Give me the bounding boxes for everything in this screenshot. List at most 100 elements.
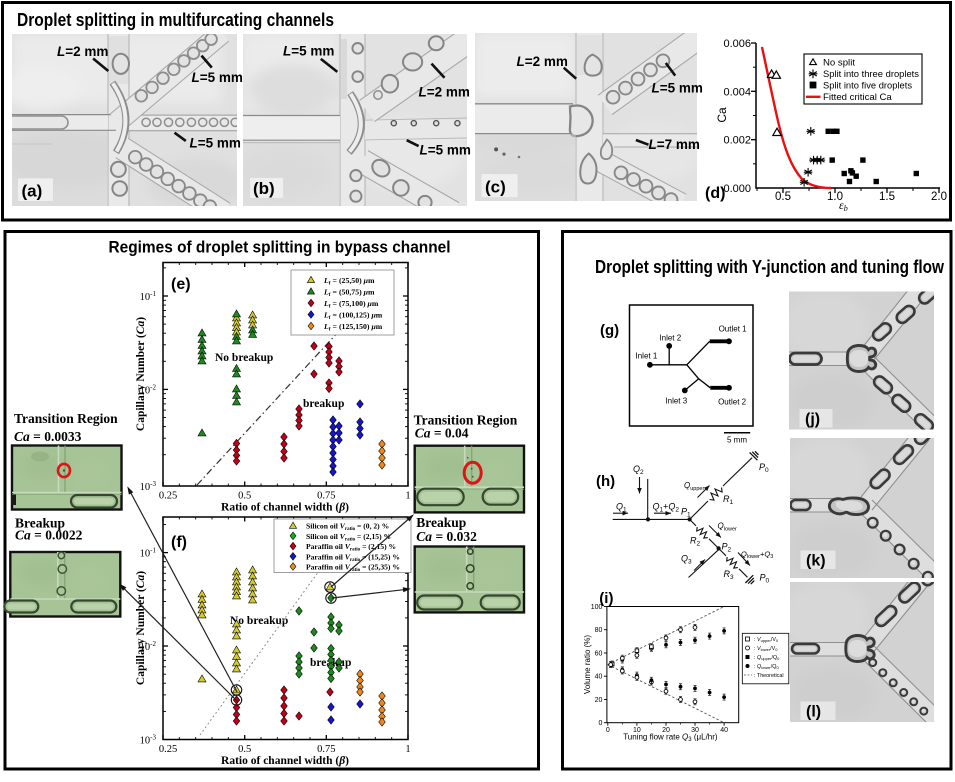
svg-text:Paraffin oil Vratio = (2,15) %: Paraffin oil Vratio = (2,15) %	[306, 542, 396, 553]
svg-text:Capillary Number (Ca): Capillary Number (Ca)	[135, 317, 147, 431]
svg-text:Lf = (50,75) μm: Lf = (50,75) μm	[323, 288, 375, 299]
svg-text:1.0: 1.0	[827, 191, 843, 203]
svg-text:Lf = (75,100) μm: Lf = (75,100) μm	[323, 299, 379, 310]
svg-text:Split into five droplets: Split into five droplets	[823, 81, 912, 92]
svg-text:10: 10	[633, 727, 641, 734]
svg-text:P0: P0	[759, 462, 769, 474]
svg-text:No split: No split	[823, 58, 855, 69]
svg-text:0.5: 0.5	[238, 491, 251, 502]
svg-text:R3: R3	[724, 569, 735, 581]
svg-text:1.5: 1.5	[879, 191, 895, 203]
svg-text:Ca = 0.0033: Ca = 0.0033	[14, 429, 82, 444]
svg-text:Qlower: Qlower	[718, 522, 738, 533]
svg-text:L=5 mm: L=5 mm	[652, 81, 703, 96]
svg-text:Silicon oil Vratio = (0, 2) %: Silicon oil Vratio = (0, 2) %	[306, 522, 389, 533]
svg-text:(a): (a)	[22, 182, 43, 201]
svg-text:Tuning flow rate Q3 (μL/hr): Tuning flow rate Q3 (μL/hr)	[623, 733, 718, 744]
svg-text:L=5 mm: L=5 mm	[192, 70, 243, 85]
svg-text:Qlower+Q3: Qlower+Q3	[741, 550, 773, 561]
svg-text:Droplet splitting with Y-junct: Droplet splitting with Y-junction and tu…	[595, 257, 945, 277]
svg-text:1: 1	[405, 744, 410, 755]
svg-text:: Vlower/V0: : Vlower/V0	[753, 646, 779, 652]
svg-text:(l): (l)	[806, 704, 821, 721]
svg-text:0: 0	[598, 720, 602, 727]
svg-text:Ca = 0.04: Ca = 0.04	[415, 426, 469, 441]
svg-text:(g): (g)	[600, 322, 619, 339]
svg-text:No breakup: No breakup	[215, 352, 273, 364]
svg-text:P1: P1	[681, 507, 691, 519]
svg-text:Fitted critical Ca: Fitted critical Ca	[823, 92, 892, 103]
svg-text:80: 80	[595, 627, 603, 634]
svg-text:Inlet 3: Inlet 3	[665, 397, 687, 406]
svg-text:Qupper: Qupper	[684, 481, 704, 492]
svg-text:Paraffin oil Vratio = (15,25): Paraffin oil Vratio = (15,25) %	[306, 552, 400, 563]
svg-text:(c): (c)	[485, 178, 506, 197]
svg-text:: Theoretical: : Theoretical	[753, 673, 784, 679]
svg-text:0.002: 0.002	[723, 135, 751, 147]
svg-text:Ca = 0.0022: Ca = 0.0022	[15, 528, 83, 543]
svg-text:(d): (d)	[705, 185, 725, 202]
svg-text:No breakup: No breakup	[230, 615, 288, 627]
svg-text:0.25: 0.25	[159, 491, 177, 502]
svg-text:0: 0	[606, 727, 610, 734]
svg-text:Lf = (100,125) μm: Lf = (100,125) μm	[323, 311, 383, 322]
svg-text:: Qupper/Q0: : Qupper/Q0	[753, 655, 781, 661]
svg-text:0.000: 0.000	[723, 183, 751, 195]
svg-text:Silicon oil Vratio = (2,15) %: Silicon oil Vratio = (2,15) %	[306, 532, 391, 543]
svg-text:Q1+Q2: Q1+Q2	[653, 502, 680, 514]
svg-text:1: 1	[405, 491, 410, 502]
svg-text:Outlet 1: Outlet 1	[719, 325, 748, 334]
svg-text:P0: P0	[760, 573, 770, 585]
svg-text:(i): (i)	[599, 590, 613, 607]
svg-text:60: 60	[595, 651, 603, 658]
svg-text:: Vupper/V0: : Vupper/V0	[753, 637, 779, 643]
svg-text:Transition Region: Transition Region	[14, 411, 118, 426]
svg-text:L=2 mm: L=2 mm	[517, 54, 568, 69]
svg-text:100: 100	[591, 604, 603, 611]
svg-text:Lf = (125,150) μm: Lf = (125,150) μm	[323, 322, 383, 333]
svg-text:εb: εb	[839, 198, 848, 213]
svg-text:Ca = 0.032: Ca = 0.032	[416, 529, 477, 544]
svg-text:Q1: Q1	[616, 502, 627, 514]
svg-text:L=5 mm: L=5 mm	[420, 143, 471, 158]
svg-text:L=5 mm: L=5 mm	[190, 136, 241, 151]
svg-text:(b): (b)	[253, 179, 275, 198]
svg-text:Inlet 1: Inlet 1	[636, 352, 658, 361]
svg-text:5 mm: 5 mm	[727, 436, 747, 445]
svg-text:20: 20	[595, 697, 603, 704]
svg-text:20: 20	[662, 727, 670, 734]
svg-text:Ca: Ca	[715, 107, 729, 123]
svg-text:40: 40	[595, 674, 603, 681]
svg-text:Inlet 2: Inlet 2	[659, 334, 681, 343]
svg-text:R1: R1	[723, 494, 734, 506]
svg-text:Ratio of channel width (β): Ratio of channel width (β)	[221, 502, 349, 514]
svg-text:R2: R2	[690, 536, 701, 548]
svg-text:(k): (k)	[806, 553, 826, 570]
svg-text:Ratio of channel width (β): Ratio of channel width (β)	[221, 755, 349, 767]
svg-text:0.75: 0.75	[317, 491, 335, 502]
svg-text:(e): (e)	[171, 276, 191, 293]
svg-text:Droplet splitting in multifurc: Droplet splitting in multifurcating chan…	[17, 10, 334, 30]
svg-text:40: 40	[720, 727, 728, 734]
svg-text:Breakup: Breakup	[15, 516, 65, 531]
svg-text:Lf = (25,50) μm: Lf = (25,50) μm	[323, 276, 375, 287]
svg-text:Q2: Q2	[633, 464, 644, 476]
svg-text:0.5: 0.5	[238, 744, 251, 755]
svg-text:Breakup: Breakup	[416, 515, 466, 530]
svg-text:Volume ratio (%): Volume ratio (%)	[583, 635, 592, 694]
svg-text:L=7 mm: L=7 mm	[649, 137, 700, 152]
svg-text:Q3: Q3	[681, 554, 692, 566]
svg-text:0.006: 0.006	[723, 38, 751, 50]
svg-text:(f): (f)	[171, 534, 187, 551]
svg-text:Regimes of droplet splitting i: Regimes of droplet splitting in bypass c…	[109, 238, 451, 257]
svg-text:: Qlower/Q0: : Qlower/Q0	[753, 664, 780, 670]
svg-text:L=2 mm: L=2 mm	[419, 85, 470, 100]
svg-text:Outlet 2: Outlet 2	[718, 398, 747, 407]
svg-text:(h): (h)	[596, 473, 615, 490]
svg-text:(j): (j)	[805, 411, 820, 428]
svg-text:0.25: 0.25	[159, 744, 177, 755]
svg-text:30: 30	[691, 727, 699, 734]
svg-text:0.75: 0.75	[317, 744, 335, 755]
svg-text:P2: P2	[722, 542, 732, 554]
svg-text:2.0: 2.0	[931, 191, 947, 203]
